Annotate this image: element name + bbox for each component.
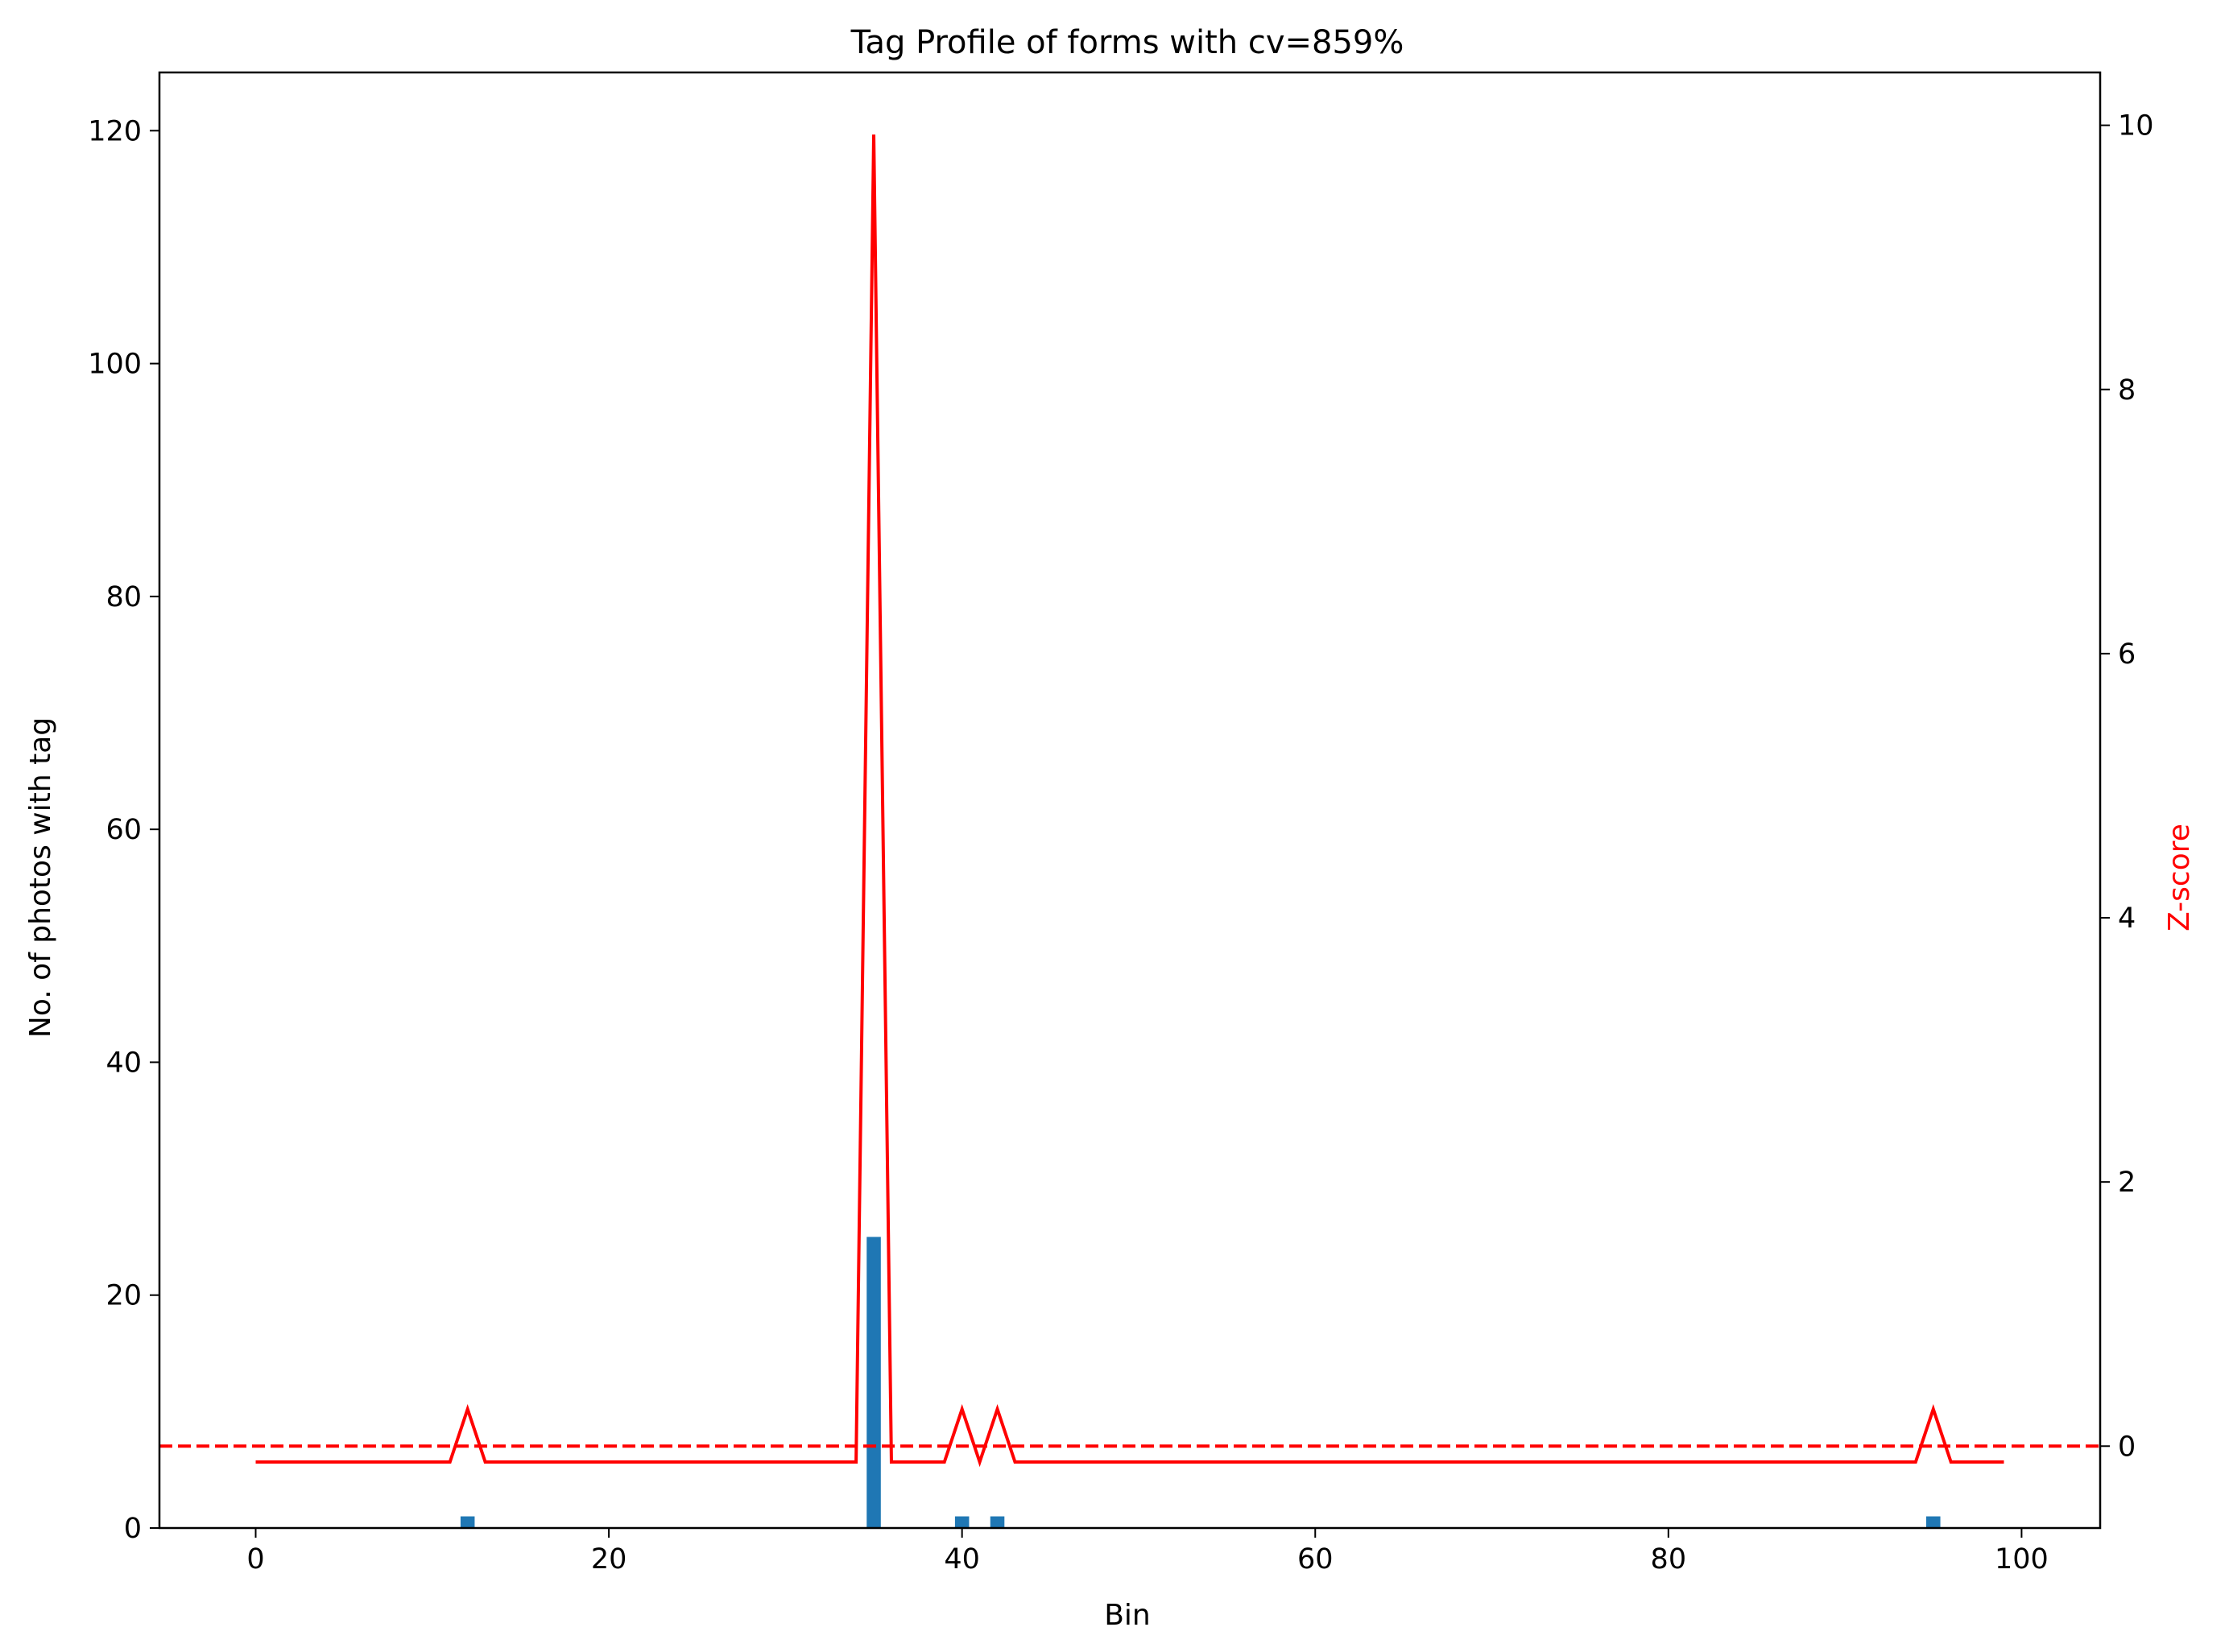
x-tick-label-60: 60 — [1297, 1543, 1334, 1576]
y2-axis-label: Z-score — [2163, 824, 2196, 931]
y2-tick-label-4: 4 — [2118, 902, 2136, 935]
y2-tick-label-10: 10 — [2118, 110, 2154, 142]
y2-tick-label-2: 2 — [2118, 1167, 2136, 1199]
bar-12 — [460, 1516, 475, 1528]
y2-tick-label-0: 0 — [2118, 1431, 2136, 1463]
y-tick-label-40: 40 — [105, 1047, 142, 1079]
y-tick-label-60: 60 — [105, 814, 142, 846]
x-tick-label-80: 80 — [1651, 1543, 1687, 1576]
chart-title: Tag Profile of forms with cv=859% — [850, 24, 1404, 61]
y-tick-label-100: 100 — [88, 349, 142, 381]
x-tick-label-40: 40 — [944, 1543, 980, 1576]
bar-35 — [866, 1237, 881, 1528]
axes-frame — [158, 71, 2102, 1530]
y2-tick-label-6: 6 — [2118, 638, 2136, 671]
plot-area: 0 20 40 60 80 100 0 20 40 60 80 100 120 0 2 4 6 8 10 — [88, 71, 2154, 1576]
y2-tick-label-8: 8 — [2118, 374, 2136, 407]
x-tick-label-100: 100 — [1995, 1543, 2049, 1576]
zscore-line — [255, 134, 2004, 1468]
y-tick-label-20: 20 — [105, 1280, 142, 1312]
x-axis-label: Bin — [1104, 1599, 1151, 1632]
y-axis-label: No. of photos with tag — [24, 717, 57, 1038]
y-tick-label-80: 80 — [105, 581, 142, 613]
bar-95 — [1925, 1516, 1941, 1528]
x-tick-label-20: 20 — [591, 1543, 627, 1576]
x-tick-label-0: 0 — [246, 1543, 264, 1576]
bar-42 — [990, 1516, 1005, 1528]
y-tick-label-120: 120 — [88, 115, 142, 147]
bar-40 — [954, 1516, 970, 1528]
y-tick-label-0: 0 — [124, 1513, 142, 1545]
